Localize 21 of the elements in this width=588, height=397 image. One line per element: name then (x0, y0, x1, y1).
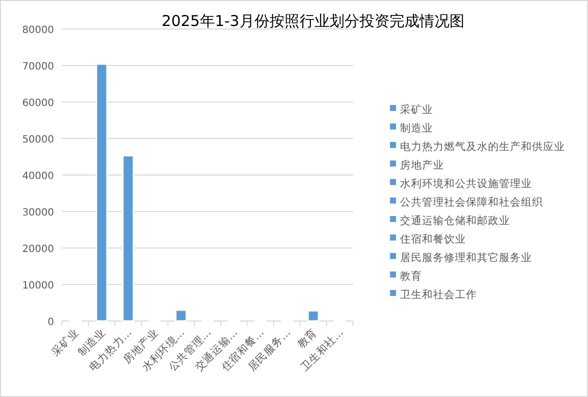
y-tick-label: 20000 (22, 244, 54, 255)
legend-label: 水利环境和公共设施管理业 (400, 177, 532, 190)
legend-label: 交通运输仓储和邮政业 (400, 214, 510, 227)
y-tick-label: 70000 (22, 62, 54, 72)
y-tick-label: 0 (48, 317, 54, 328)
y-tick-label: 40000 (22, 171, 54, 182)
y-tick-label: 80000 (22, 25, 54, 36)
legend-label: 公共管理社会保障和社会组织 (400, 196, 543, 208)
legend-label: 居民服务修理和其它服务业 (400, 251, 532, 264)
y-tick-label: 50000 (22, 134, 54, 146)
chart-title: 2025年1-3月份按照行业划分投资完成情况图 (162, 12, 464, 30)
y-tick-label: 30000 (22, 208, 54, 218)
legend-label: 采矿业 (400, 103, 433, 116)
legend-label: 制造业 (400, 122, 433, 134)
legend-label: 房地产业 (400, 158, 444, 172)
y-tick-label: 60000 (22, 98, 54, 109)
legend-label: 电力热力燃气及水的生产和供应业 (400, 140, 565, 153)
legend-label: 住宿和餐饮业 (400, 232, 466, 246)
legend-label: 卫生和社会工作 (400, 288, 477, 301)
legend-label: 教育 (400, 270, 422, 282)
y-tick-label: 10000 (22, 280, 54, 292)
